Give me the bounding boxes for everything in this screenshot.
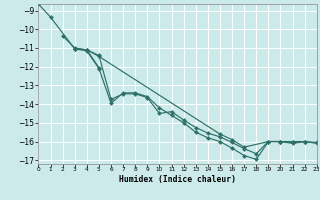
X-axis label: Humidex (Indice chaleur): Humidex (Indice chaleur) [119,175,236,184]
